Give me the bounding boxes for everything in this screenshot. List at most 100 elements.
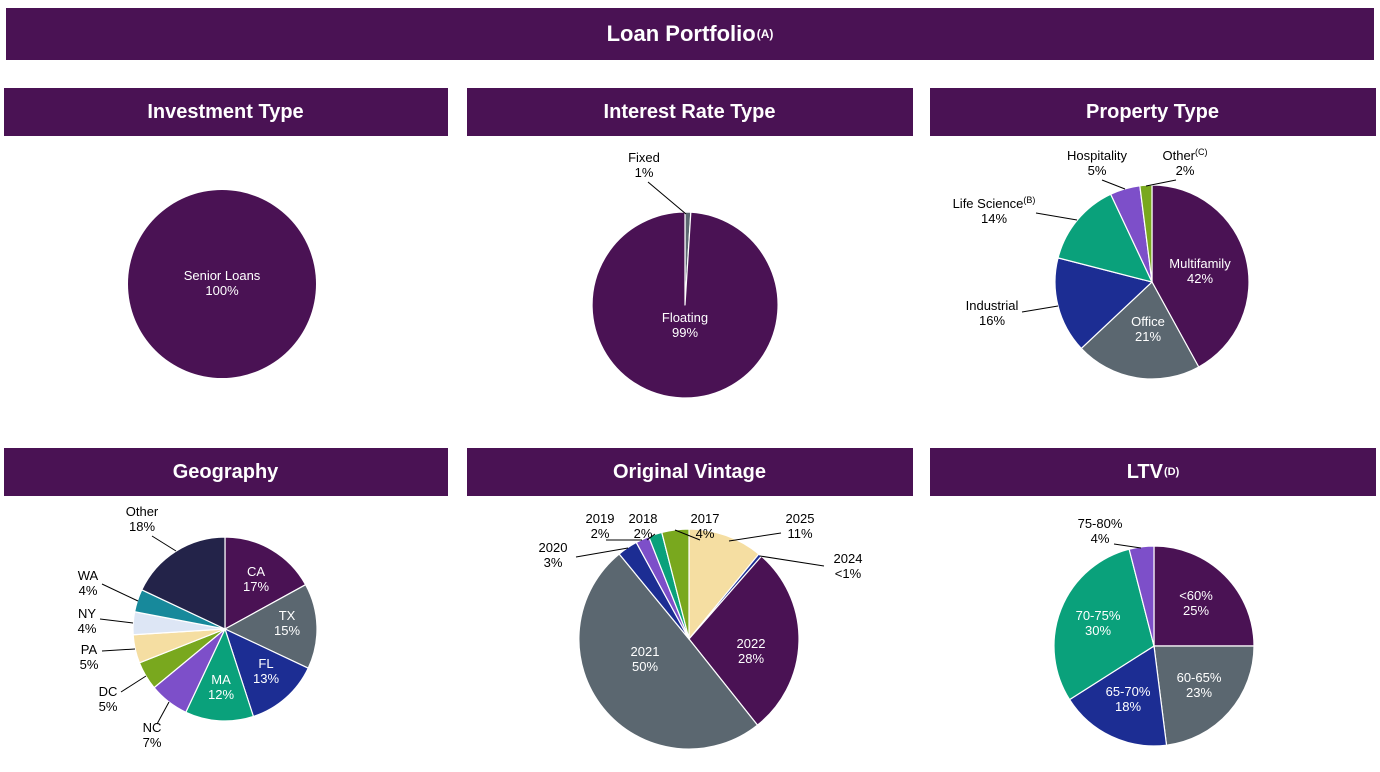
pie-label-75-80: 75-80% xyxy=(1078,516,1123,531)
pie-label-ny: NY xyxy=(78,606,96,621)
pie-label-other: Other xyxy=(126,504,159,519)
leader-line-75-80 xyxy=(1113,543,1142,549)
pie-label-tx: TX xyxy=(279,608,296,623)
pie-slice-60 xyxy=(1153,545,1255,647)
pie-label-senior-loans: 100% xyxy=(205,283,239,298)
pie-label-senior-loans: Senior Loans xyxy=(184,268,261,283)
pie-label-wa: 4% xyxy=(79,583,98,598)
pie-slice-industrial xyxy=(1054,257,1153,349)
pie-label-other: Other(C) xyxy=(1162,147,1207,163)
geography-pie-chart: CA17%TX15%FL13%MA12%NC7%DC5%PA5%NY4%WA4%… xyxy=(78,504,318,750)
pie-label-2022: 28% xyxy=(738,651,764,666)
pie-label-2021: 50% xyxy=(632,659,658,674)
leader-line-ny xyxy=(99,618,134,624)
leader-line-2024 xyxy=(759,555,825,567)
pie-label-2019: 2019 xyxy=(586,511,615,526)
pie-label-2025: 11% xyxy=(787,526,812,541)
pie-slice-2022 xyxy=(688,555,800,726)
pie-label-ma: MA xyxy=(211,672,231,687)
leader-line-2020 xyxy=(575,547,629,558)
pie-slice-ma xyxy=(185,628,255,722)
pie-label-tx: 15% xyxy=(274,623,300,638)
pie-label-ca: 17% xyxy=(243,579,269,594)
pie-slice-65-70 xyxy=(1068,645,1168,747)
leader-line-wa xyxy=(101,583,139,602)
pie-label-nc: 7% xyxy=(143,735,162,750)
panel-title: Investment Type xyxy=(147,100,304,123)
geography-title-bar: Geography xyxy=(4,448,448,496)
pie-label-2024: 2024 xyxy=(834,551,863,566)
pie-label-65-70: 18% xyxy=(1115,699,1141,714)
property-type-title-bar: Property Type xyxy=(930,88,1376,136)
page-title-bar: Loan Portfolio (A) xyxy=(6,8,1374,60)
panel-title: Property Type xyxy=(1086,100,1219,123)
pie-label-65-70: 65-70% xyxy=(1106,684,1151,699)
pie-label-2021: 2021 xyxy=(631,644,660,659)
panel-title-superscript: (D) xyxy=(1164,466,1180,478)
pie-slice-ca xyxy=(224,536,307,630)
panel-interest-rate-type: Interest Rate Type Fixed 1% Floating 99% xyxy=(467,88,913,432)
pie-label-fl: 13% xyxy=(253,671,279,686)
pie-slice-multifamily xyxy=(1151,184,1250,368)
pie-label-60-65: 60-65% xyxy=(1177,670,1222,685)
leader-line-hospitality xyxy=(1101,179,1126,190)
pie-label-2018: 2% xyxy=(634,526,653,541)
pie-label-ca: CA xyxy=(247,564,265,579)
pie-label-floating: Floating xyxy=(662,310,708,325)
pie-label-2022: 2022 xyxy=(737,636,766,651)
pie-label-2025: 2025 xyxy=(786,511,815,526)
original-vintage-pie-chart: 202511%2024<1%202228%202150%20203%20192%… xyxy=(539,511,863,750)
pie-slice-70-75 xyxy=(1053,548,1155,701)
pie-label-life-science: 14% xyxy=(981,211,1007,226)
page-title-superscript: (A) xyxy=(756,27,774,41)
pie-label-industrial: 16% xyxy=(979,313,1005,328)
ltv-title-bar: LTV (D) xyxy=(930,448,1376,496)
pie-label-60: <60% xyxy=(1179,588,1213,603)
pie-slice-2025 xyxy=(688,528,760,640)
pie-label-floating: 99% xyxy=(672,325,698,340)
pie-label-2020: 2020 xyxy=(539,540,568,555)
panel-ltv: LTV (D) <60% 25% 60-65% 23% 65-70% 18% 70-75% 30… xyxy=(930,448,1376,772)
pie-label-2017: 4% xyxy=(696,526,715,541)
pie-label-dc: DC xyxy=(99,684,118,699)
leader-line-2018 xyxy=(646,533,656,541)
pie-label-dc: 5% xyxy=(99,699,118,714)
leader-line-fixed xyxy=(647,181,687,215)
pie-label-fl: FL xyxy=(258,656,273,671)
pie-label-70-75: 70-75% xyxy=(1076,608,1121,623)
pie-label-60: 25% xyxy=(1183,603,1209,618)
pie-label-nc: NC xyxy=(143,720,162,735)
page-title: Loan Portfolio xyxy=(606,21,756,46)
pie-label-2019: 2% xyxy=(591,526,610,541)
pie-label-multifamily: Multifamily xyxy=(1169,256,1231,271)
pie-label-fixed: 1% xyxy=(635,165,654,180)
pie-slice-senior-loans xyxy=(128,190,316,378)
pie-slice-floating xyxy=(591,211,779,399)
pie-label-life-science: Life Science(B) xyxy=(953,195,1036,211)
pie-label-75-80: 4% xyxy=(1091,531,1110,546)
ltv-pie-chart: <60%25% 60-65%23% 65-70%18% 70-75%30% 75-80%… xyxy=(1053,516,1255,747)
pie-slice-2021 xyxy=(578,553,759,750)
leader-line-pa xyxy=(101,648,136,652)
pie-slice-office xyxy=(1080,281,1200,380)
panel-title: Interest Rate Type xyxy=(603,100,776,123)
pie-label-pa: 5% xyxy=(80,657,99,672)
leader-line-nc xyxy=(156,701,170,725)
pie-label-ny: 4% xyxy=(78,621,97,636)
pie-slice-fl xyxy=(224,628,309,718)
leader-line-industrial xyxy=(1021,305,1059,313)
panel-geography: Geography CA 17% TX 15% FL 13% MA 12% NC 7% DC 5% PA… xyxy=(4,448,448,772)
panel-property-type: Property Type Multifamily 42% Office 21% Ind… xyxy=(930,88,1376,432)
pie-slice-60-65 xyxy=(1153,645,1255,746)
pie-label-other: 2% xyxy=(1176,163,1195,178)
pie-label-multifamily: 42% xyxy=(1187,271,1213,286)
panel-investment-type: Investment Type Senior Loans 100% xyxy=(4,88,448,432)
pie-label-other: 18% xyxy=(129,519,155,534)
panel-title: LTV xyxy=(1126,460,1163,483)
original-vintage-title-bar: Original Vintage xyxy=(467,448,913,496)
pie-label-pa: PA xyxy=(81,642,98,657)
pie-label-hospitality: 5% xyxy=(1088,163,1107,178)
